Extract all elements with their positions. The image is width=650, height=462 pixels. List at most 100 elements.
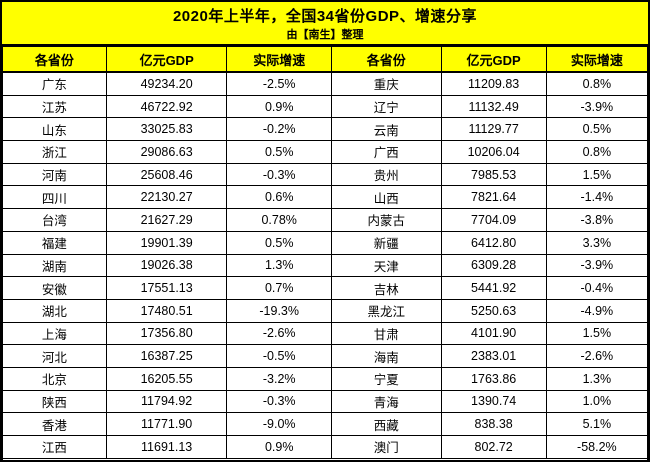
gdp-cell: 802.72	[440, 435, 547, 459]
province-cell: 台湾	[2, 208, 107, 232]
gdp-cell: 6309.28	[440, 253, 547, 278]
gdp-cell: 16387.25	[105, 344, 228, 368]
gdp-cell: 33025.83	[105, 117, 228, 142]
column-header-province-left: 各省份	[2, 46, 107, 73]
table-footer-row: 由【南生】整理	[2, 457, 648, 460]
province-cell: 广东	[2, 71, 107, 96]
gdp-cell: 11129.77	[440, 117, 547, 142]
gdp-cell: 21627.29	[105, 208, 228, 232]
gdp-cell: 7704.09	[440, 208, 547, 232]
subtitle: 由【南生】整理	[286, 29, 364, 41]
province-cell: 安徽	[2, 276, 107, 300]
province-cell: 香港	[2, 412, 107, 436]
gdp-cell: 19901.39	[105, 230, 228, 255]
growth-cell: -2.6%	[226, 321, 332, 346]
province-cell: 重庆	[330, 71, 442, 96]
growth-cell: 1.3%	[226, 253, 332, 278]
growth-cell: -19.3%	[226, 298, 332, 323]
growth-cell: -3.9%	[545, 253, 648, 278]
gdp-cell: 17551.13	[105, 276, 228, 300]
gdp-cell: 1390.74	[440, 389, 547, 414]
province-cell: 湖北	[2, 298, 107, 323]
province-cell: 福建	[2, 230, 107, 255]
table-row: 江西 11691.13 0.9% 澳门 802.72 -58.2%	[2, 435, 648, 459]
gdp-cell: 7985.53	[440, 162, 547, 187]
gdp-cell: 19026.38	[105, 253, 228, 278]
province-cell: 吉林	[330, 276, 442, 300]
column-header-growth-right: 实际增速	[545, 46, 648, 73]
gdp-cell: 25608.46	[105, 162, 228, 187]
growth-cell: -3.8%	[545, 208, 648, 232]
growth-cell: 0.5%	[226, 140, 332, 164]
growth-cell: 0.5%	[545, 117, 648, 142]
title-block: 2020年上半年，全国34省份GDP、增速分享 由【南生】整理	[2, 2, 648, 46]
growth-cell: 1.3%	[545, 366, 648, 391]
table-row: 台湾 21627.29 0.78% 内蒙古 7704.09 -3.8%	[2, 208, 648, 232]
gdp-cell: 6412.80	[440, 230, 547, 255]
gdp-cell: 16205.55	[105, 366, 228, 391]
gdp-cell: 11132.49	[440, 94, 547, 119]
column-header-province-right: 各省份	[330, 46, 442, 73]
table-header-row: 各省份 亿元GDP 实际增速 各省份 亿元GDP 实际增速	[2, 46, 648, 73]
gdp-cell: 5250.63	[440, 298, 547, 323]
gdp-cell: 17356.80	[105, 321, 228, 346]
province-cell: 青海	[330, 389, 442, 414]
gdp-table: 各省份 亿元GDP 实际增速 各省份 亿元GDP 实际增速 广东 49234.20…	[2, 46, 648, 460]
table-row: 上海 17356.80 -2.6% 甘肃 4101.90 1.5%	[2, 321, 648, 346]
gdp-cell: 1763.86	[440, 366, 547, 391]
province-cell: 上海	[2, 321, 107, 346]
province-cell: 云南	[330, 117, 442, 142]
growth-cell: 5.1%	[545, 412, 648, 436]
province-cell: 新疆	[330, 230, 442, 255]
gdp-cell: 11771.90	[105, 412, 228, 436]
table-row: 福建 19901.39 0.5% 新疆 6412.80 3.3%	[2, 230, 648, 255]
province-cell: 湖南	[2, 253, 107, 278]
growth-cell: -1.4%	[545, 185, 648, 210]
table-row: 陕西 11794.92 -0.3% 青海 1390.74 1.0%	[2, 389, 648, 414]
table-row: 安徽 17551.13 0.7% 吉林 5441.92 -0.4%	[2, 276, 648, 300]
growth-cell: 0.8%	[545, 71, 648, 96]
province-cell: 甘肃	[330, 321, 442, 346]
growth-cell: 0.8%	[545, 140, 648, 164]
province-cell: 北京	[2, 366, 107, 391]
gdp-cell: 22130.27	[105, 185, 228, 210]
province-cell: 西藏	[330, 412, 442, 436]
growth-cell: 0.78%	[226, 208, 332, 232]
gdp-cell: 10206.04	[440, 140, 547, 164]
growth-cell: 1.5%	[545, 321, 648, 346]
gdp-cell: 5441.92	[440, 276, 547, 300]
growth-cell: 0.9%	[226, 94, 332, 119]
growth-cell: -2.6%	[545, 344, 648, 368]
gdp-cell: 11794.92	[105, 389, 228, 414]
table-row: 河南 25608.46 -0.3% 贵州 7985.53 1.5%	[2, 162, 648, 187]
province-cell: 澳门	[330, 435, 442, 459]
province-cell: 江苏	[2, 94, 107, 119]
column-header-gdp-right: 亿元GDP	[440, 46, 547, 73]
footer-note: 由【南生】整理	[2, 457, 648, 460]
gdp-cell: 46722.92	[105, 94, 228, 119]
gdp-cell: 49234.20	[105, 71, 228, 96]
province-cell: 广西	[330, 140, 442, 164]
growth-cell: 0.7%	[226, 276, 332, 300]
growth-cell: -3.2%	[226, 366, 332, 391]
province-cell: 海南	[330, 344, 442, 368]
table-row: 浙江 29086.63 0.5% 广西 10206.04 0.8%	[2, 140, 648, 164]
province-cell: 辽宁	[330, 94, 442, 119]
table-row: 四川 22130.27 0.6% 山西 7821.64 -1.4%	[2, 185, 648, 210]
province-cell: 四川	[2, 185, 107, 210]
province-cell: 江西	[2, 435, 107, 459]
table-row: 江苏 46722.92 0.9% 辽宁 11132.49 -3.9%	[2, 94, 648, 119]
growth-cell: 0.6%	[226, 185, 332, 210]
growth-cell: -0.5%	[226, 344, 332, 368]
province-cell: 河南	[2, 162, 107, 187]
table-row: 广东 49234.20 -2.5% 重庆 11209.83 0.8%	[2, 71, 648, 96]
growth-cell: -3.9%	[545, 94, 648, 119]
column-header-gdp-left: 亿元GDP	[105, 46, 228, 73]
gdp-cell: 11691.13	[105, 435, 228, 459]
gdp-cell: 2383.01	[440, 344, 547, 368]
growth-cell: -0.4%	[545, 276, 648, 300]
province-cell: 贵州	[330, 162, 442, 187]
gdp-cell: 29086.63	[105, 140, 228, 164]
gdp-cell: 4101.90	[440, 321, 547, 346]
